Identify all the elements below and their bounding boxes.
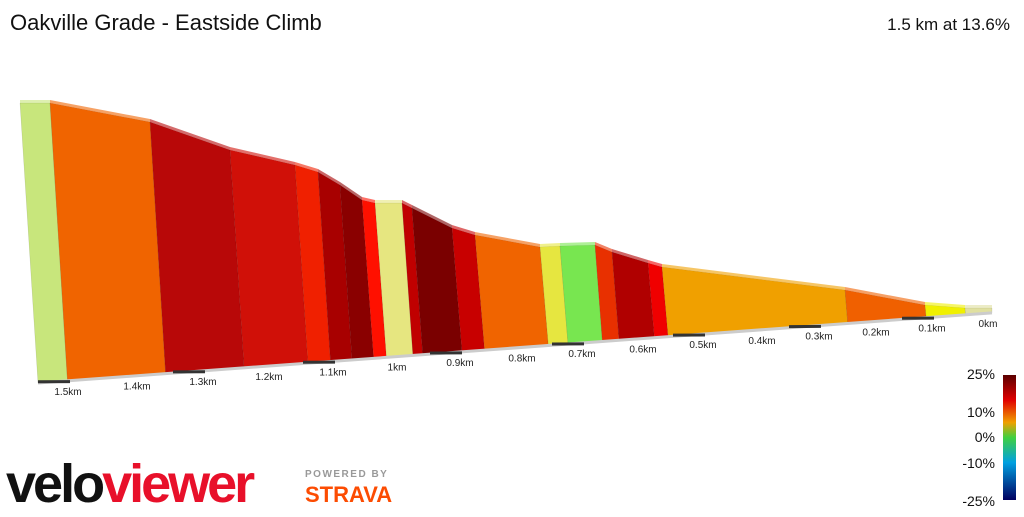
profile-segment — [150, 122, 244, 374]
distance-label: 0.8km — [508, 353, 535, 364]
strava-logo: STRAVA — [305, 482, 392, 507]
distance-label: 0.7km — [568, 349, 595, 360]
distance-label: 1.4km — [123, 382, 150, 393]
logo: veloviewer — [6, 454, 255, 512]
legend-label: -25% — [962, 493, 995, 509]
elevation-profile — [20, 100, 992, 383]
distance-label: 0.4km — [748, 336, 775, 347]
gradient-scale — [1003, 375, 1016, 500]
distance-label: 0.5km — [689, 340, 716, 351]
distance-label: 0.3km — [805, 332, 832, 343]
profile-top — [20, 100, 50, 103]
distance-label: 1.5km — [54, 387, 81, 398]
legend-label: 10% — [967, 404, 995, 420]
powered-by: POWERED BY — [305, 469, 388, 480]
legend-label: 0% — [975, 429, 995, 445]
logo-red: viewer — [102, 454, 255, 512]
distance-label: 1.2km — [255, 372, 282, 383]
summary: 1.5 km at 13.6% — [887, 15, 1010, 34]
legend-label: -10% — [962, 455, 995, 471]
distance-label: 1.3km — [189, 377, 216, 388]
distance-label: 1km — [388, 363, 407, 374]
distance-label: 0.1km — [918, 323, 945, 334]
distance-label: 0.6km — [629, 345, 656, 356]
profile-segment — [50, 103, 166, 381]
logo-dark: velo — [6, 454, 103, 512]
distance-label: 0.9km — [446, 358, 473, 369]
distance-label: 1.1km — [319, 367, 346, 378]
legend: 25% 10% 0% -10% -25% — [962, 366, 995, 509]
legend-label: 25% — [967, 366, 995, 382]
profile-top — [375, 200, 402, 203]
distance-label: 0km — [979, 319, 998, 330]
title: Oakville Grade - Eastside Climb — [10, 10, 322, 35]
profile-segment — [475, 235, 548, 350]
profile-top — [965, 305, 992, 308]
distance-label: 0.2km — [862, 327, 889, 338]
